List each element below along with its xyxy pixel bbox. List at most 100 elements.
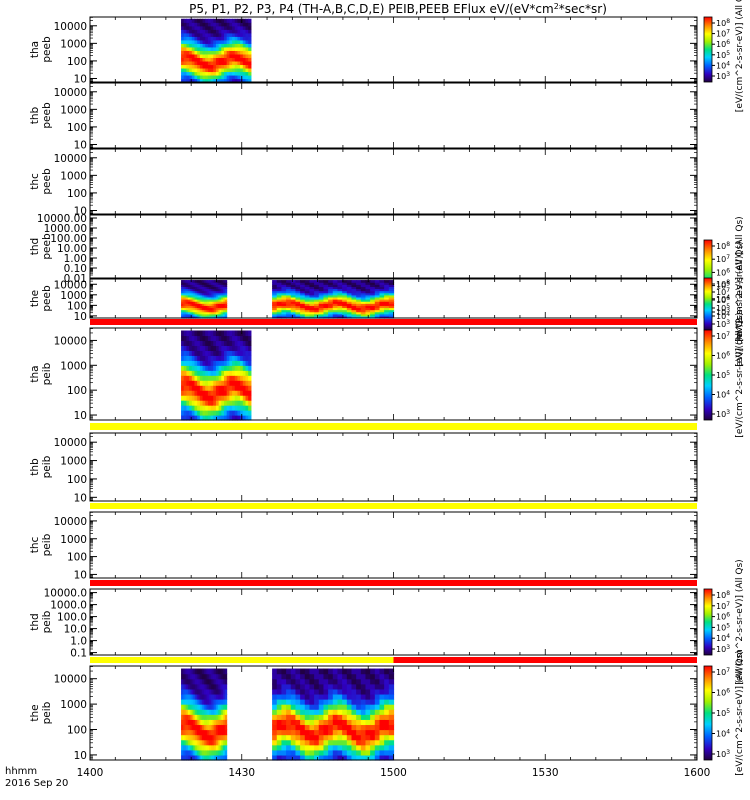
panel-label-line1: the — [29, 704, 41, 721]
spectrogram-cell — [332, 709, 339, 715]
spectrogram-cell — [189, 704, 193, 710]
spectrogram-cell — [342, 282, 348, 285]
spectrogram-cell — [281, 286, 287, 290]
spectrogram-cell — [304, 296, 311, 300]
spectrogram-cell — [194, 390, 198, 396]
spectrogram-cell — [191, 313, 194, 317]
spectrogram-cell — [213, 78, 217, 83]
spectrogram-cell — [356, 282, 362, 285]
spectrogram-cell — [304, 729, 311, 736]
colorbar-label: [eV/(cm^2-s-sr-eV)] (All Qs) — [735, 241, 745, 366]
spectrogram-cell — [202, 415, 206, 421]
spectrogram-cell — [218, 385, 222, 391]
spectrogram-cell — [199, 50, 204, 55]
spectrogram-cell — [205, 53, 209, 58]
spectrogram-cell — [218, 340, 222, 346]
spectrogram-cell — [182, 309, 186, 313]
spectrogram-cell — [388, 301, 395, 304]
spectrogram-cell — [356, 744, 362, 751]
spectrogram-cell — [205, 296, 208, 300]
spectrogram-cell — [205, 693, 208, 700]
spectrogram-cell — [191, 709, 194, 715]
spectrogram-cell — [189, 390, 193, 396]
spectrogram-cell — [323, 292, 329, 296]
spectrogram-cell — [203, 673, 207, 680]
spectrogram-cell — [186, 335, 190, 342]
spectrogram-cell — [217, 294, 221, 298]
spectrogram-cell — [189, 284, 193, 287]
spectrogram-cell — [210, 734, 214, 741]
colorbar-tick-label: 103 — [716, 307, 730, 317]
spectrogram-cell — [202, 43, 206, 48]
spectrogram-cell — [194, 335, 198, 342]
spectrogram-cell — [242, 380, 247, 386]
spectrogram-cell — [379, 734, 385, 741]
spectrogram-cell — [237, 375, 241, 381]
spectrogram-cell — [210, 311, 214, 315]
spectrogram-cell — [203, 693, 207, 700]
spectrogram-cell — [194, 78, 198, 83]
spectrogram-cell — [209, 688, 212, 695]
spectrogram-cell — [200, 678, 203, 685]
spectrogram-cell — [304, 678, 311, 685]
spectrogram-cell — [186, 301, 189, 304]
spectrogram-cell — [374, 292, 381, 296]
spectrogram-cell — [248, 365, 252, 371]
spectrogram-cell — [181, 749, 184, 756]
spectrogram-cell — [183, 370, 188, 376]
spectrogram-cell — [223, 282, 226, 285]
spectrogram-cell — [214, 704, 217, 710]
spectrogram-cell — [189, 53, 193, 58]
spectrogram-cell — [356, 719, 362, 726]
spectrogram-cell — [210, 29, 214, 34]
spectrogram-cell — [351, 704, 357, 710]
spectrogram-cell — [351, 719, 357, 726]
spectrogram-cell — [300, 688, 306, 695]
spectrogram-cell — [198, 284, 201, 287]
spectrogram-cell — [203, 699, 207, 705]
spectrogram-cell — [223, 688, 226, 695]
spectrogram-cell — [209, 307, 212, 311]
spectrogram-cell — [272, 709, 278, 715]
spectrogram-cell — [213, 400, 217, 406]
spectrogram-cell — [309, 673, 315, 680]
spectrogram-cell — [191, 749, 194, 756]
spectrogram-cell — [207, 709, 210, 715]
spectrogram-cell — [216, 309, 219, 313]
spectrogram-cell — [202, 301, 205, 304]
spectrogram-cell — [203, 292, 207, 296]
y-tick-label: 1000 — [60, 699, 87, 711]
spectrogram-cell — [346, 693, 353, 700]
spectrogram-cell — [226, 355, 230, 361]
spectrogram-cell — [209, 299, 212, 302]
spectrogram-cell — [360, 739, 367, 746]
spectrogram-cell — [203, 282, 207, 285]
spectrogram-cell — [304, 719, 311, 726]
spectrogram-cell — [183, 64, 188, 69]
spectrogram-cell — [300, 678, 306, 685]
spectrogram-cell — [188, 292, 191, 296]
spectrogram-cell — [193, 296, 196, 300]
spectrogram-cell — [276, 282, 283, 285]
spectrogram-cell — [216, 311, 219, 315]
spectrogram-cell — [374, 678, 381, 685]
spectrogram-cell — [300, 724, 306, 731]
spectrogram-cell — [346, 292, 353, 296]
spectrogram-cell — [210, 78, 214, 83]
spectrogram-cell — [221, 53, 225, 58]
spectrogram-cell — [272, 303, 278, 306]
spectrogram-block — [181, 18, 252, 83]
spectrogram-cell — [202, 709, 205, 715]
spectrogram-cell — [215, 365, 220, 371]
spectrogram-cell — [194, 340, 198, 346]
spectrogram-cell — [276, 305, 283, 309]
spectrogram-cell — [290, 724, 297, 731]
spectrogram-cell — [224, 39, 228, 44]
spectrogram-cell — [229, 67, 233, 73]
spectrogram-cell — [212, 668, 215, 675]
spectrogram-cell — [237, 36, 241, 41]
spectrogram-cell — [210, 46, 214, 51]
spectrogram-cell — [212, 749, 215, 756]
spectrogram-cell — [360, 729, 367, 736]
spectrogram-cell — [221, 355, 225, 361]
